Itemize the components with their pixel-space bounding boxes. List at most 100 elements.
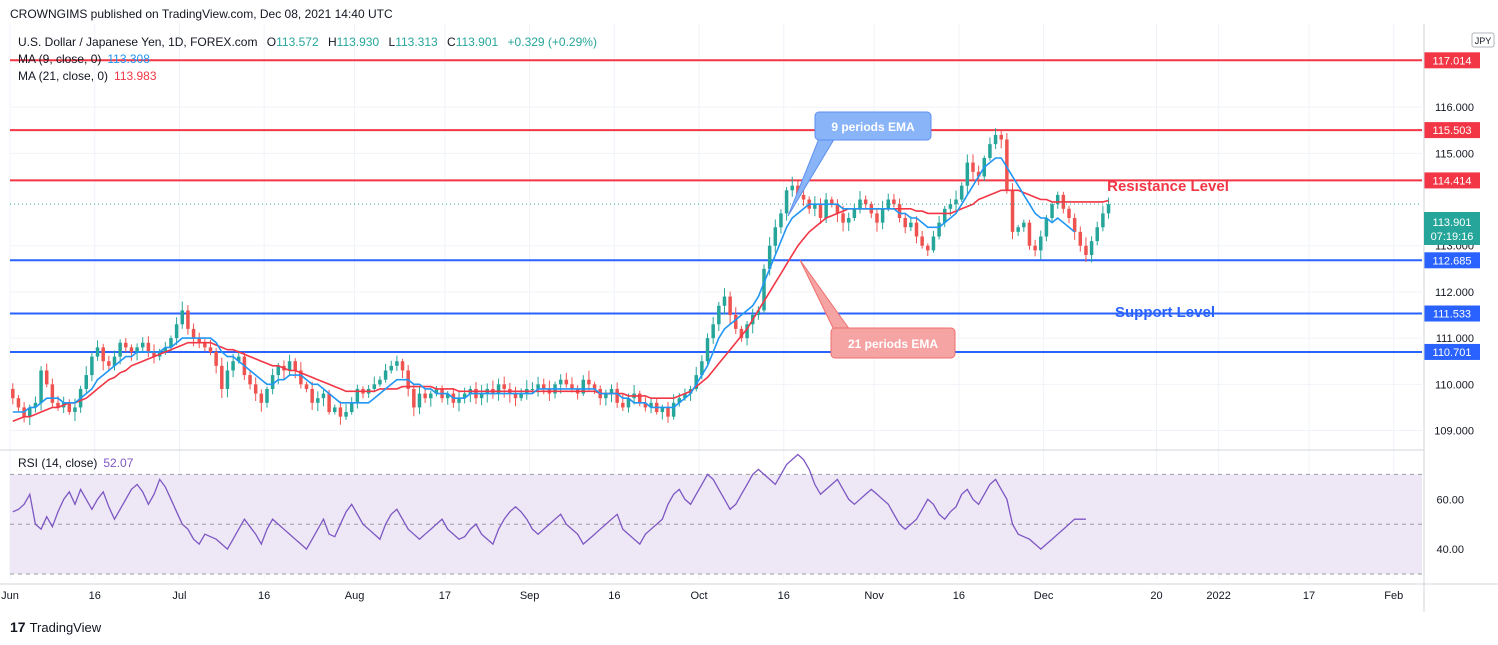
candle-body [197, 338, 201, 343]
candle-body [643, 402, 648, 408]
candle-body [44, 370, 49, 385]
candle-body [220, 365, 224, 389]
candle-body [948, 204, 953, 209]
candle-body [790, 185, 794, 191]
x-tick-label: 16 [778, 590, 790, 602]
candle-body [1022, 222, 1026, 228]
candle-body [564, 379, 569, 385]
candle-body [858, 199, 862, 209]
candle-body [536, 384, 540, 389]
candle-body [830, 199, 834, 205]
x-tick-label: Oct [690, 590, 707, 602]
ma21-line [12, 189, 1109, 423]
candle-body [1055, 194, 1060, 205]
candle-body [140, 342, 145, 348]
currency-label: JPY [1475, 36, 1492, 46]
candle-body [344, 412, 348, 417]
candle-body [349, 402, 354, 413]
level-badge [1424, 252, 1480, 269]
candle-body [1106, 204, 1111, 214]
candle-body [993, 134, 998, 145]
candle-body [56, 402, 60, 408]
candle-body [1016, 227, 1020, 232]
candle-body [739, 328, 744, 339]
candle-body [231, 361, 235, 371]
candle-body [225, 370, 230, 389]
x-tick-label: Jun [1, 590, 19, 602]
candle-body [107, 361, 111, 366]
candle-body [310, 388, 314, 403]
candle-body [445, 393, 450, 399]
ema21-callout-box [830, 327, 956, 359]
level-label: 112.685 [1433, 255, 1472, 267]
ma9-value: 113.308 [107, 52, 150, 66]
candle-body [875, 213, 879, 223]
candles [10, 128, 1422, 426]
y-tick-label: 110.000 [1435, 379, 1474, 391]
y-tick-label: 116.000 [1435, 102, 1474, 114]
candle-body [502, 384, 506, 389]
x-tick-label: Aug [345, 590, 365, 602]
candle-body [389, 365, 393, 371]
candle-body [638, 393, 642, 403]
candle-body [1033, 245, 1037, 251]
level-badge [1424, 172, 1480, 189]
rsi-pane [10, 453, 1422, 575]
chart-canvas[interactable]: 117.014 115.503 114.414 112.685 111.533 110.7… [0, 24, 1498, 612]
high-label: H [328, 35, 337, 49]
candle-body [530, 388, 535, 390]
candle-body [186, 310, 190, 329]
candle-body [886, 199, 891, 209]
candle-body [457, 398, 461, 403]
candle-body [824, 199, 828, 219]
candle-body [11, 388, 15, 399]
ma9-line [12, 157, 1076, 413]
x-tick-label: Sep [520, 590, 540, 602]
ma21-value: 113.983 [114, 69, 157, 83]
candle-body [73, 407, 77, 413]
candle-body [101, 347, 105, 362]
candle-body [129, 347, 134, 352]
candle-body [372, 384, 377, 389]
candle-body [1072, 218, 1077, 232]
ema9-callout-box [814, 111, 932, 141]
candle-body [191, 328, 196, 339]
candle-body [287, 361, 292, 371]
candle-body [959, 185, 964, 200]
candle-body [801, 194, 806, 200]
candle-body [705, 338, 710, 362]
candle-body [265, 388, 269, 403]
candle-body [671, 402, 676, 417]
candle-body [626, 398, 631, 408]
candle-body [203, 342, 207, 348]
level-badge [1424, 305, 1480, 322]
candle-body [942, 208, 947, 223]
candle-body [722, 296, 727, 306]
footer-brand[interactable]: 17 TradingView [10, 619, 101, 635]
x-tick-label: 16 [89, 590, 101, 602]
annotations: Resistance Level Support Level 9 periods E… [787, 111, 1229, 359]
candle-body [1044, 218, 1049, 237]
candle-body [976, 171, 981, 177]
change-value: +0.329 (+0.29%) [508, 35, 597, 49]
candle-body [39, 370, 43, 403]
high-value: 113.930 [337, 35, 380, 49]
candle-body [214, 351, 218, 366]
candle-body [152, 351, 156, 357]
candle-body [717, 305, 721, 325]
candle-body [683, 393, 687, 399]
candle-body [666, 407, 670, 417]
candle-body [971, 162, 975, 172]
candle-body [1101, 213, 1105, 228]
candle-body [909, 222, 913, 228]
candle-body [146, 342, 151, 352]
ma9-label: MA (9, close, 0) [18, 52, 101, 66]
publish-info: CROWNGIMS published on TradingView.com, … [10, 7, 393, 21]
candle-body [429, 393, 433, 399]
candle-body [236, 356, 241, 362]
candle-body [462, 393, 467, 399]
candle-body [660, 407, 665, 413]
candle-body [355, 388, 360, 403]
last-price-badge: 113.901 07:19:16 [1424, 212, 1480, 245]
candle-body [519, 393, 523, 399]
